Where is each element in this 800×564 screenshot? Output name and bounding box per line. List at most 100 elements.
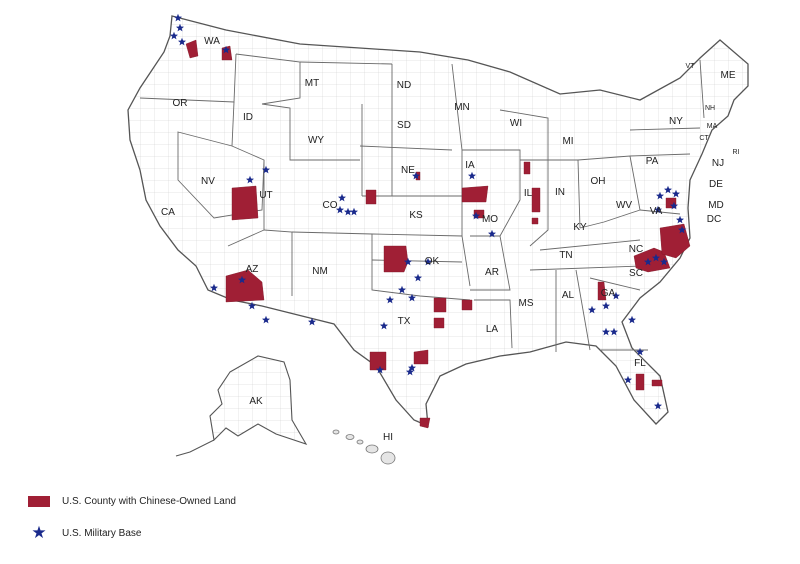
military-base-star-41 xyxy=(672,189,680,198)
state-label-ut: UT xyxy=(259,190,272,201)
military-base-star-34 xyxy=(602,327,610,336)
state-label-fl: FL xyxy=(634,358,646,369)
state-label-sd: SD xyxy=(397,120,411,131)
state-label-tn: TN xyxy=(559,250,572,261)
state-label-wy: WY xyxy=(308,135,324,146)
state-label-ar: AR xyxy=(485,267,499,278)
military-base-star-49 xyxy=(644,257,652,266)
state-label-sc: SC xyxy=(629,268,643,279)
legend-base: ★ U.S. Military Base xyxy=(28,524,142,541)
chinese-owned-county-16 xyxy=(369,351,387,371)
military-base-star-26 xyxy=(406,367,414,376)
military-base-star-29 xyxy=(472,211,480,220)
state-label-nd: ND xyxy=(397,80,411,91)
military-base-star-42 xyxy=(670,201,678,210)
state-label-wa: WA xyxy=(204,36,220,47)
military-base-star-44 xyxy=(654,205,662,214)
alaska-outline xyxy=(209,355,308,445)
chinese-owned-county-10 xyxy=(523,161,531,175)
chinese-owned-county-1 xyxy=(185,39,199,59)
state-label-ia: IA xyxy=(465,160,475,171)
military-base-star-27 xyxy=(412,171,420,180)
state-label-nj: NJ xyxy=(712,158,724,169)
military-base-star-38 xyxy=(624,375,632,384)
state-label-me: ME xyxy=(721,70,736,81)
chinese-owned-county-11 xyxy=(531,187,541,213)
military-base-star-33 xyxy=(588,305,596,314)
military-base-star-21 xyxy=(408,293,416,302)
chinese-owned-county-15 xyxy=(433,317,445,329)
chinese-owned-county-2 xyxy=(221,45,233,61)
military-base-star-43 xyxy=(656,191,664,200)
state-label-ms: MS xyxy=(519,298,534,309)
state-label-la: LA xyxy=(486,324,499,335)
state-label-dc: DC xyxy=(707,214,721,225)
state-label-de: DE xyxy=(709,179,723,190)
state-label-ak: AK xyxy=(249,396,263,407)
state-label-id: ID xyxy=(243,112,253,123)
chinese-owned-county-23 xyxy=(635,373,645,391)
military-base-star-45 xyxy=(676,215,684,224)
military-bases-layer xyxy=(170,13,686,410)
military-base-star-14 xyxy=(248,301,256,310)
state-label-vt: VT xyxy=(686,63,696,70)
state-label-or: OR xyxy=(173,98,188,109)
military-base-star-23 xyxy=(380,321,388,330)
state-label-az: AZ xyxy=(246,264,259,275)
state-label-ri: RI xyxy=(733,149,740,156)
legend-county-swatch xyxy=(28,496,50,507)
state-label-co: CO xyxy=(323,200,338,211)
military-base-star-13 xyxy=(210,283,218,292)
state-label-pa: PA xyxy=(646,156,659,167)
military-base-star-30 xyxy=(488,229,496,238)
military-base-star-18 xyxy=(404,257,412,266)
military-base-star-11 xyxy=(350,207,358,216)
military-base-star-46 xyxy=(678,225,686,234)
military-base-star-28 xyxy=(468,171,476,180)
state-label-mt: MT xyxy=(305,78,319,89)
state-label-nc: NC xyxy=(629,244,643,255)
state-label-ca: CA xyxy=(161,207,175,218)
military-base-star-32 xyxy=(602,301,610,310)
state-label-mn: MN xyxy=(454,102,470,113)
military-base-star-25 xyxy=(408,363,416,372)
chinese-owned-county-12 xyxy=(531,217,539,225)
contiguous-us-outline xyxy=(127,15,749,428)
chinese-owned-county-17 xyxy=(413,349,429,365)
military-base-star-4 xyxy=(174,13,182,22)
military-base-star-48 xyxy=(660,257,668,266)
state-labels-layer: WA OR CA NV ID MT WY UT CO AZ NM ND SD NE KS OK TX MN IA MO… xyxy=(161,36,740,443)
state-label-ky: KY xyxy=(573,222,587,233)
chinese-owned-county-3 xyxy=(231,185,259,221)
chinese-owned-county-18 xyxy=(419,417,431,429)
state-label-nv: NV xyxy=(201,176,215,187)
state-label-md: MD xyxy=(708,200,724,211)
state-label-ga: GA xyxy=(601,288,616,299)
military-base-star-5 xyxy=(222,45,230,54)
state-label-oh: OH xyxy=(591,176,606,187)
state-label-ne: NE xyxy=(401,165,415,176)
military-base-star-2 xyxy=(170,31,178,40)
military-base-star-19 xyxy=(414,273,422,282)
state-label-ks: KS xyxy=(409,210,423,221)
military-base-star-17 xyxy=(424,257,432,266)
chinese-owned-county-19 xyxy=(597,281,607,301)
legend-base-label: U.S. Military Base xyxy=(62,527,142,539)
state-label-wv: WV xyxy=(616,200,632,211)
state-label-mo: MO xyxy=(482,214,498,225)
military-base-star-22 xyxy=(386,295,394,304)
state-label-va: VA xyxy=(650,206,663,217)
state-label-nh: NH xyxy=(705,105,715,112)
state-label-ny: NY xyxy=(669,116,683,127)
chinese-owned-county-6 xyxy=(383,245,409,273)
chinese-owned-county-24 xyxy=(651,379,663,387)
alaska-aleutians xyxy=(175,439,215,457)
military-base-star-6 xyxy=(262,165,270,174)
legend-county-label: U.S. County with Chinese-Owned Land xyxy=(62,496,236,507)
military-base-star-35 xyxy=(628,315,636,324)
military-base-star-15 xyxy=(262,315,270,324)
military-base-star-9 xyxy=(344,207,352,216)
state-label-wi: WI xyxy=(510,118,522,129)
state-label-ok: OK xyxy=(425,256,440,267)
